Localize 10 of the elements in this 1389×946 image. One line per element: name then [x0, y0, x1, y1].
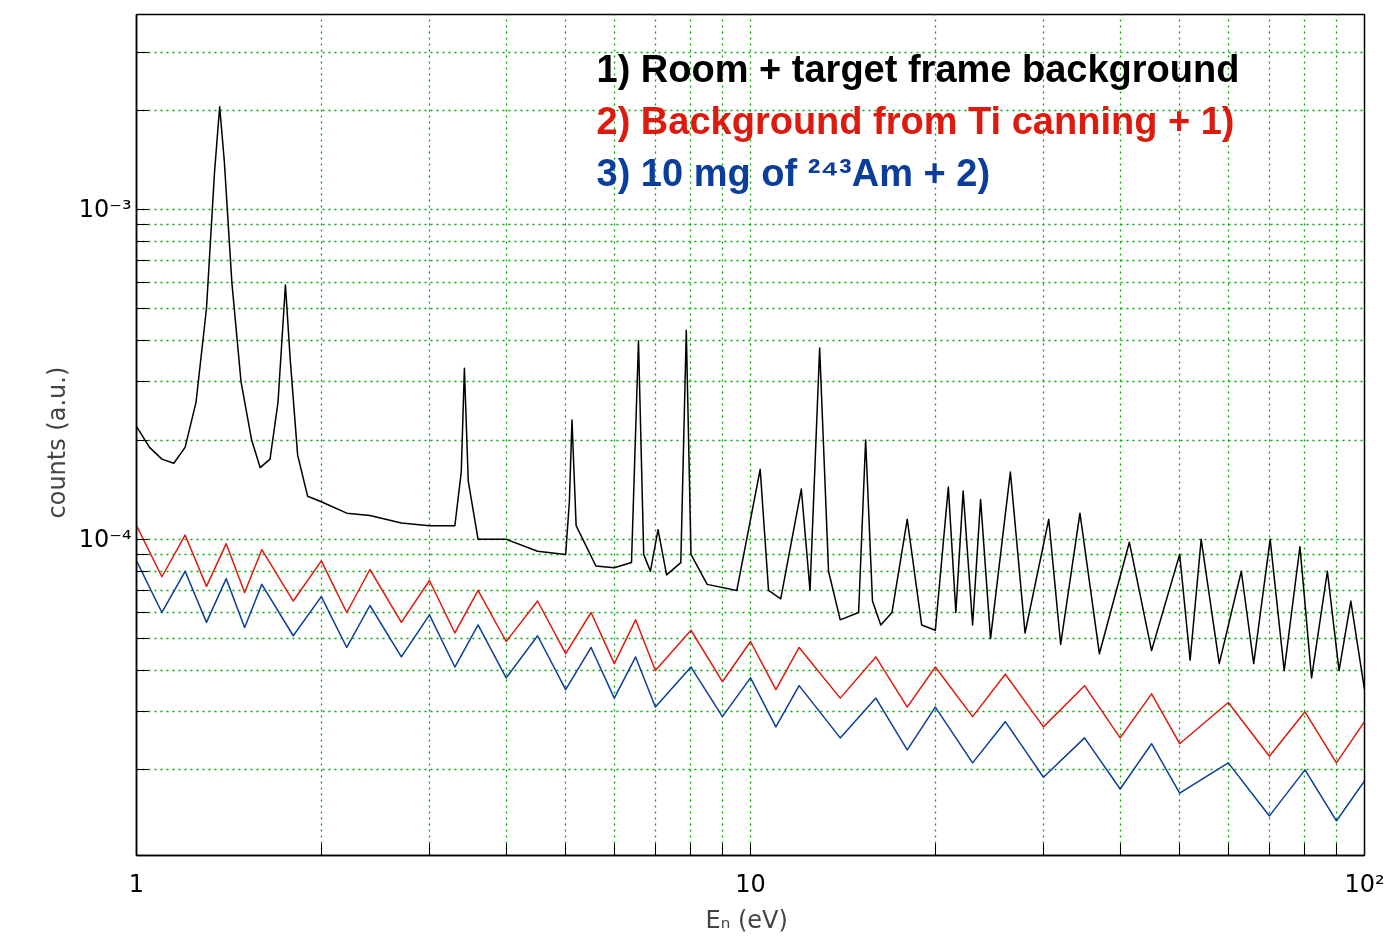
x-tick-label: 10² — [1344, 869, 1385, 898]
y-tick-label: 10⁻³ — [78, 195, 132, 224]
text: 2) Background from Ti canning + 1) — [596, 99, 1235, 142]
y-tick-label: 10⁻⁴ — [78, 525, 132, 554]
text: 1) Room + target frame background — [596, 47, 1240, 90]
x-axis-title: Eₙ (eV) — [705, 905, 788, 934]
x-tick-label: 1 — [128, 869, 145, 898]
x-tick-label: 10 — [735, 869, 766, 898]
y-axis-title: counts (a.u.) — [42, 366, 71, 519]
text: 3) 10 mg of ²⁴³Am + 2) — [596, 151, 991, 194]
